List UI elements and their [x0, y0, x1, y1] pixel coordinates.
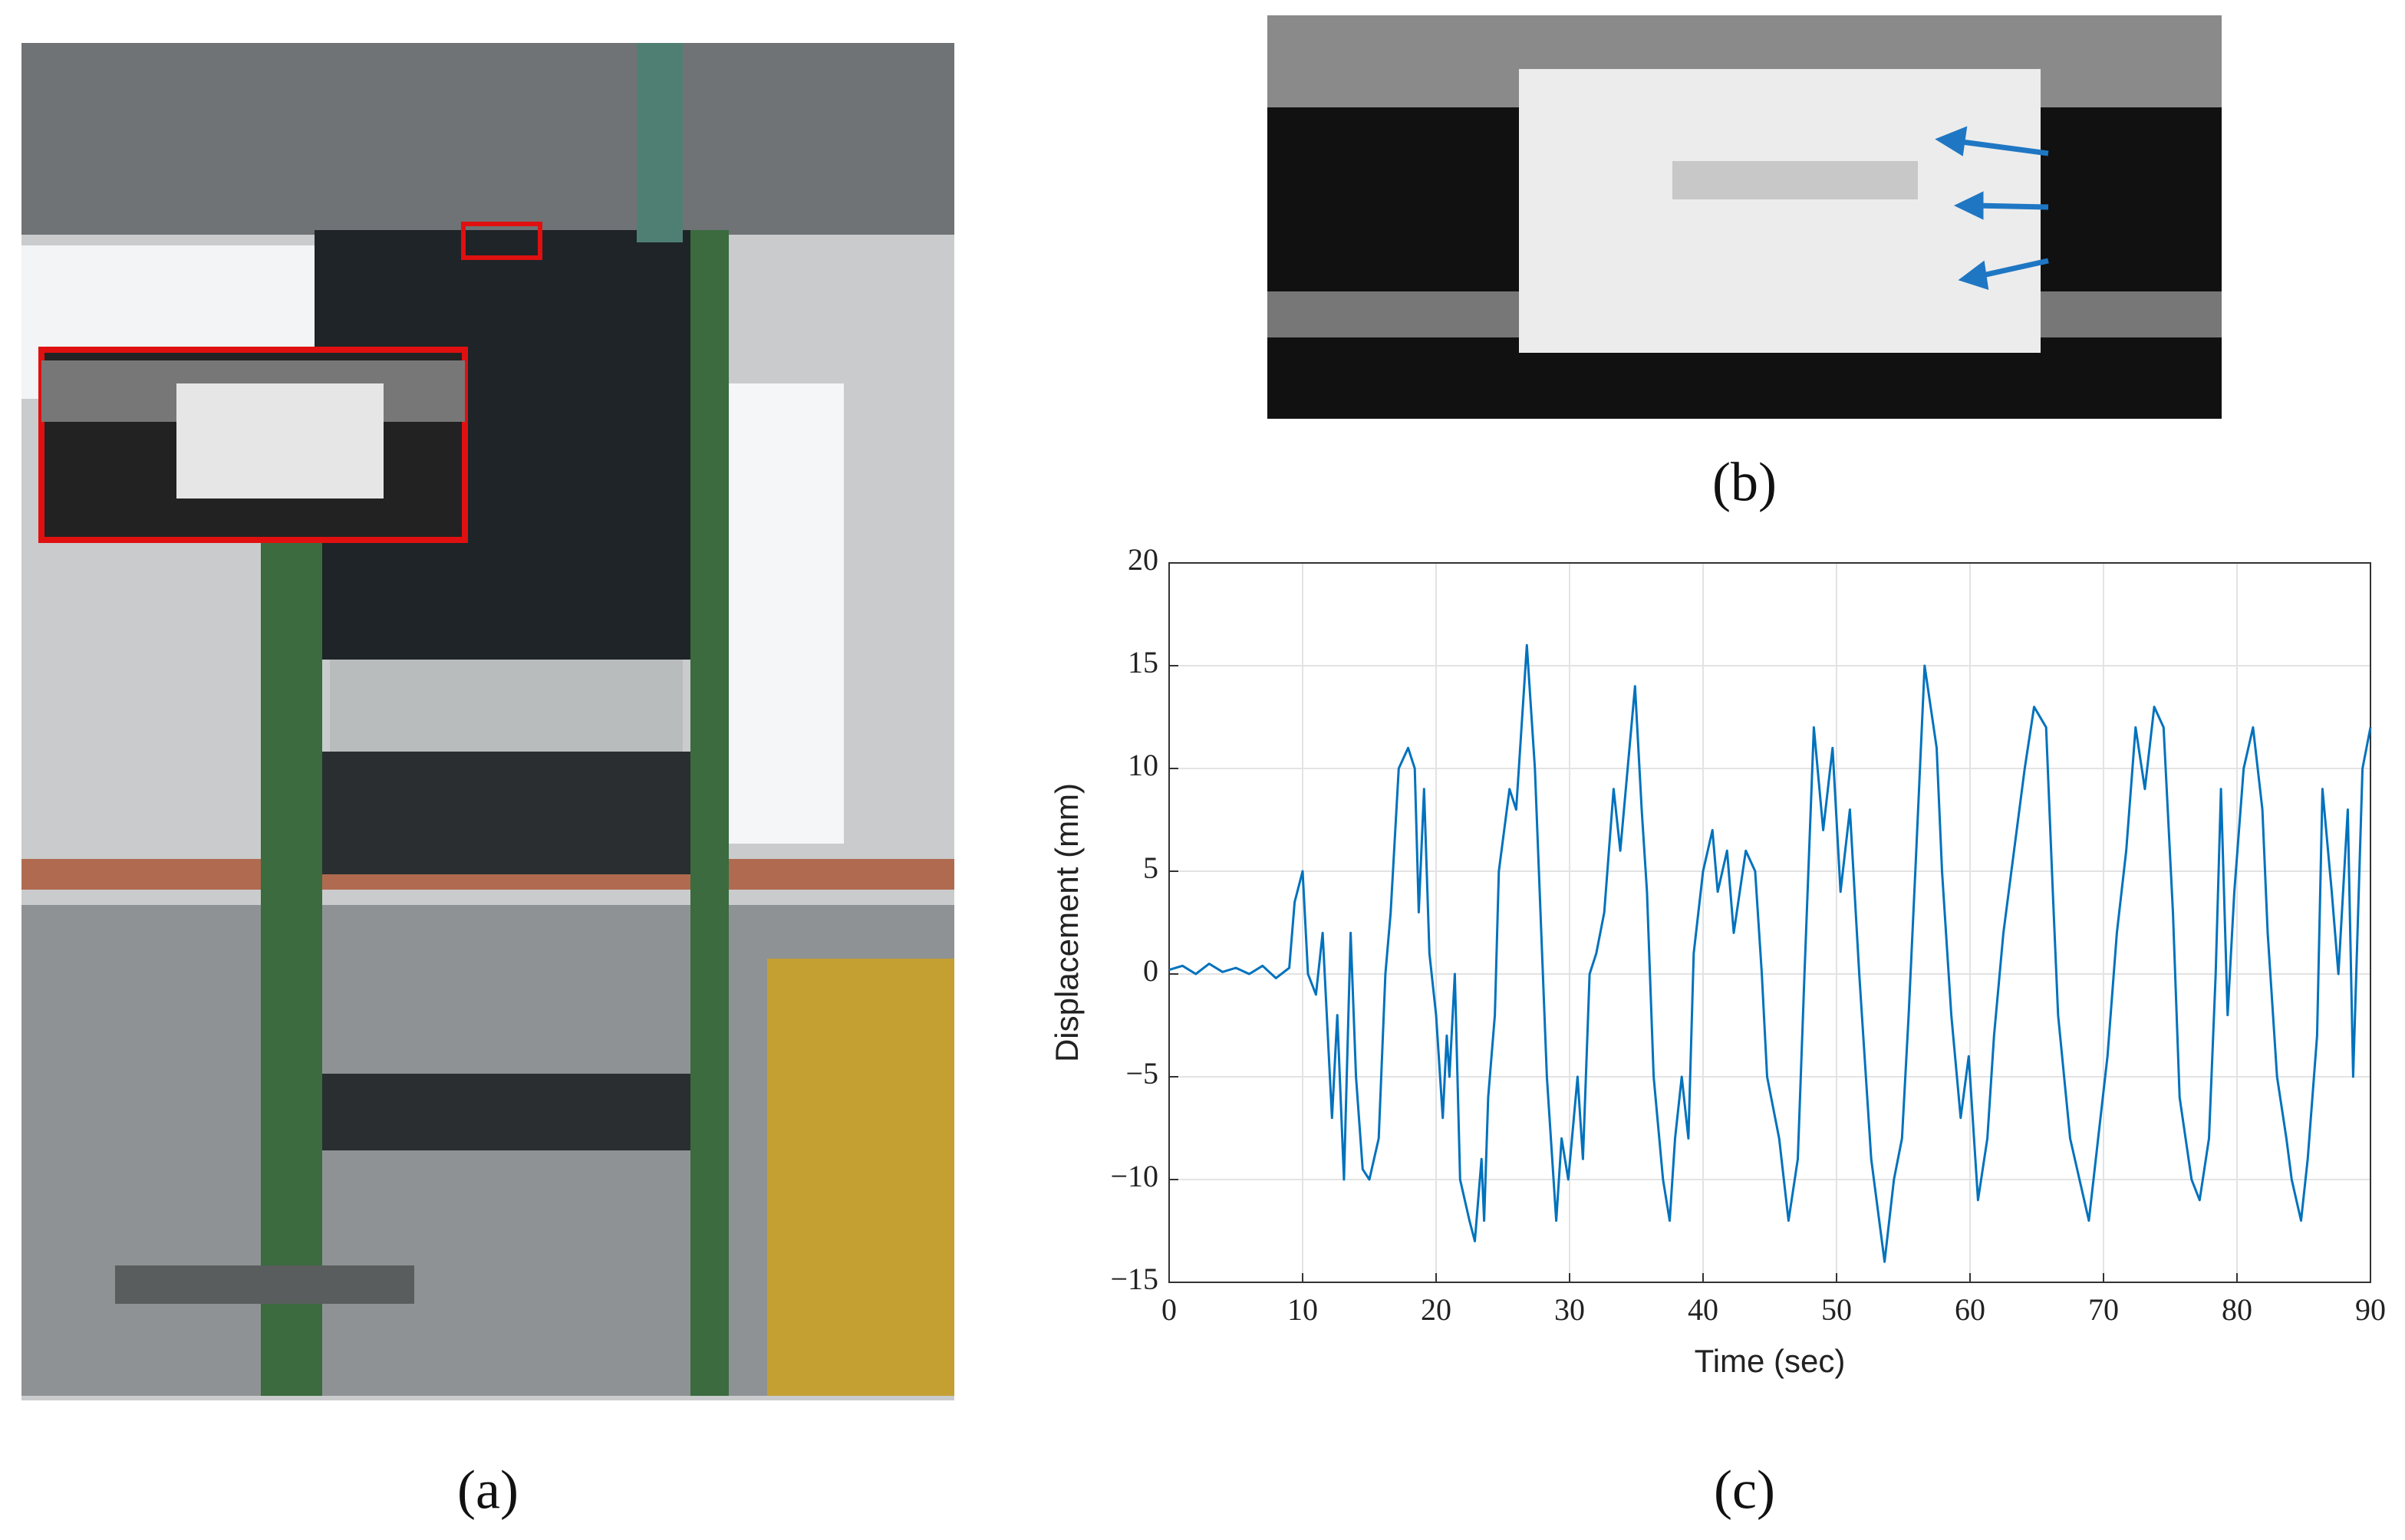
x-tick-label: 40: [1688, 1292, 1718, 1327]
y-tick-label: −10: [1110, 1159, 1158, 1193]
x-tick-label: 90: [2355, 1292, 2386, 1327]
line-chart: 0 10 20 30 40 50 60 70 80 90 −15 −10 −5 0 5 10 15 20 Time …: [1049, 542, 2386, 1379]
plot-area: [1169, 563, 2370, 1282]
x-tick-label: 30: [1554, 1292, 1585, 1327]
x-tick-label: 0: [1161, 1292, 1177, 1327]
photo: [21, 43, 954, 1400]
zoom-image: [1267, 15, 2222, 419]
plot-frame: [1168, 562, 2371, 1283]
x-tick-label: 70: [2088, 1292, 2119, 1327]
y-tick-label: 5: [1143, 851, 1158, 885]
x-tick-label: 80: [2222, 1292, 2252, 1327]
x-tick-label: 60: [1955, 1292, 1985, 1327]
y-tick-label: 10: [1128, 748, 1158, 782]
y-tick-label: 20: [1128, 542, 1158, 577]
data-line: [1168, 643, 2372, 1263]
y-tick-label: 0: [1143, 953, 1158, 988]
y-axis-label: Displacement (mm): [1049, 783, 1085, 1062]
x-tick-label: 20: [1421, 1292, 1451, 1327]
y-tick-label: −5: [1125, 1056, 1158, 1091]
panel-label: (b): [1712, 452, 1777, 513]
x-axis-label: Time (sec): [1695, 1343, 1846, 1379]
y-tick-label: 15: [1128, 645, 1158, 680]
x-tick-label: 50: [1821, 1292, 1852, 1327]
panel-label: (c): [1714, 1459, 1775, 1521]
panel-label: (a): [457, 1459, 519, 1521]
y-tick-label: −15: [1110, 1262, 1158, 1296]
x-tick-label: 10: [1287, 1292, 1318, 1327]
